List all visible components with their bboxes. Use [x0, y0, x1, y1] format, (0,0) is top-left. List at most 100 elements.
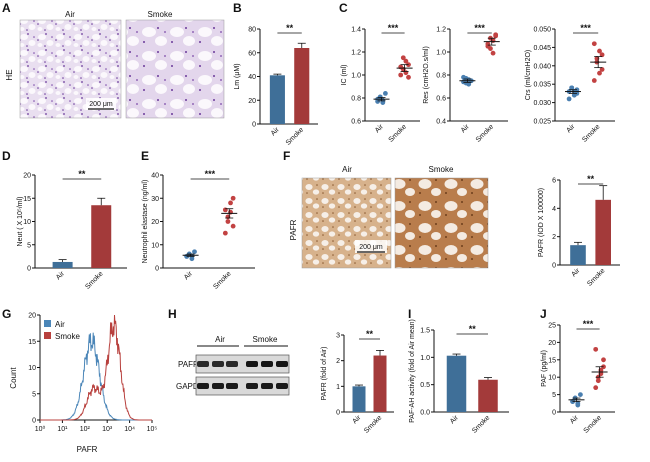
panel-g-xlabel: PAFR: [77, 445, 98, 454]
x-tick-label-smoke: Smoke: [583, 414, 603, 434]
data-point-air: [578, 392, 583, 397]
bar-smoke: [595, 199, 611, 265]
y-axis-label: Neutrophil elastase (ng/ml): [142, 180, 149, 264]
panel-f-air-label: Air: [342, 165, 352, 174]
pafr-band: [246, 361, 258, 367]
y-axis-label: Neut ( X 10⁵/ml): [17, 197, 24, 247]
y-tick-label: 0.5: [420, 382, 430, 389]
gapdh-band: [212, 383, 224, 389]
histogram-smoke: [40, 314, 152, 421]
panel-letter-e: E: [141, 149, 149, 163]
chart-c3: 0.025 0.030 0.035 0.040 0.045 0.050 Crs (ml/cm…: [525, 23, 615, 144]
y-tick-label: 10: [28, 365, 36, 372]
data-point-smoke: [599, 52, 605, 58]
data-point-air: [461, 74, 466, 80]
blot-band1-label: PAFR: [178, 360, 199, 369]
panel-a-air-label: Air: [65, 10, 75, 19]
y-tick-label: 20: [28, 313, 36, 320]
bar-smoke: [478, 379, 498, 412]
y-tick-label: 1: [336, 384, 340, 391]
blot-air-label: Air: [215, 335, 225, 344]
panel-a-smoke-label: Smoke: [148, 10, 173, 19]
gapdh-band: [197, 383, 209, 389]
x-tick-label-air: Air: [183, 270, 194, 281]
y-axis-label: IC (ml): [341, 65, 348, 86]
y-tick-label: 60: [248, 50, 256, 57]
panel-letter-a: A: [2, 1, 11, 15]
y-tick-label: 1.2: [436, 27, 446, 34]
x-tick-label-air: Air: [55, 270, 66, 281]
x-tick-label: 10²: [80, 426, 91, 433]
data-point-smoke: [400, 55, 406, 61]
x-tick-label-smoke: Smoke: [586, 267, 606, 287]
chart-i: I 0.0 0.5 1.0 1.5 PAF-AH activity (fold of Ai…: [408, 307, 509, 435]
x-tick-label-air: Air: [449, 414, 460, 425]
pafr-band: [197, 361, 209, 367]
data-point-smoke: [398, 72, 404, 78]
panel-a: A Air Smoke HE 200 μm: [2, 1, 225, 119]
blot-smoke-label: Smoke: [253, 335, 278, 344]
he-scalebar-label: 200 μm: [89, 101, 113, 108]
blot-band2-label: GAPDH: [176, 382, 205, 391]
pafr-band: [212, 361, 224, 367]
significance-stars: ***: [583, 319, 594, 329]
y-tick-label: 5: [27, 242, 31, 249]
y-tick-label: 20: [151, 219, 159, 226]
significance-stars: ***: [388, 23, 399, 33]
y-tick-label: 15: [548, 357, 556, 364]
ihc-image-air: [301, 177, 392, 269]
panel-letter-c1: C: [339, 1, 348, 15]
y-tick-label: 4: [552, 206, 556, 213]
y-tick-label: 20: [23, 173, 31, 180]
data-point-smoke: [591, 41, 597, 47]
chart-d: D 0 5 10 15 20 Neut ( X 10⁵/ml) Air Smoke **: [2, 149, 127, 291]
axis-lines: [34, 175, 127, 269]
chart-c1: C 0.6 0.8 1.0 1.2 1.4 IC (ml) Air Smoke ***: [339, 1, 420, 144]
histogram-air: [40, 332, 152, 421]
bar-air: [352, 386, 366, 412]
panel-a-stain-label: HE: [5, 69, 14, 80]
axis-lines: [364, 29, 420, 122]
y-tick-label: 0: [252, 122, 256, 129]
gapdh-band: [226, 383, 238, 389]
y-tick-label: 0: [27, 266, 31, 273]
y-axis-label: PAF-AH activity (fold of Air mean): [409, 319, 416, 423]
data-point-air: [192, 249, 197, 255]
y-tick-label: 15: [23, 196, 31, 203]
pafr-band: [261, 361, 273, 367]
chart-h: 0 1 2 3 PAFR (fold of Air) Air Smoke **: [321, 329, 394, 435]
data-point-smoke: [593, 346, 599, 352]
data-point-air: [575, 400, 581, 406]
bar-air: [570, 245, 586, 265]
panel-letter-g: G: [2, 307, 11, 321]
bar-air: [446, 355, 467, 412]
data-point-smoke: [597, 48, 602, 54]
x-tick-label: 10³: [102, 426, 113, 433]
panel-f-images: F Air Smoke PAFR 200 μm: [283, 149, 489, 269]
data-point-smoke: [230, 195, 236, 201]
legend-smoke-swatch: [44, 332, 51, 339]
x-tick-label-air: Air: [570, 267, 581, 278]
y-axis-label: PAFR (IOD X 100000): [538, 188, 545, 257]
significance-stars: **: [587, 174, 595, 184]
blot-gapdh-strip: [195, 376, 290, 396]
he-image-smoke: [125, 19, 225, 119]
gapdh-band: [276, 383, 288, 389]
panel-letter-j: J: [540, 307, 547, 321]
data-point-smoke: [406, 74, 411, 80]
x-tick-label-air: Air: [351, 414, 362, 425]
y-tick-label: 1.4: [351, 27, 361, 34]
axis-lines: [162, 175, 255, 269]
y-tick-label: 0.4: [436, 119, 446, 126]
chart-j: J 0 5 10 15 20 25 PAF (pg/ml) Air Smoke ***: [540, 307, 615, 435]
y-tick-label: 15: [28, 339, 36, 346]
y-tick-label: 0.045: [533, 45, 551, 52]
x-tick-label: 10⁰: [35, 425, 46, 433]
data-point-smoke: [490, 50, 496, 56]
data-point-air: [383, 91, 388, 96]
y-tick-label: 20: [248, 98, 256, 105]
x-tick-label-air: Air: [569, 414, 580, 425]
y-tick-label: 30: [151, 196, 159, 203]
y-tick-label: 3: [336, 333, 340, 340]
